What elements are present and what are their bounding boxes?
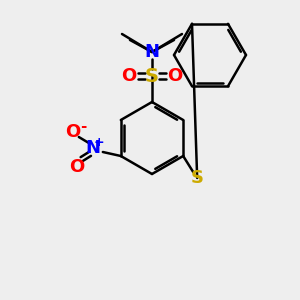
Text: O: O bbox=[69, 158, 84, 176]
Text: +: + bbox=[94, 136, 104, 148]
Text: S: S bbox=[145, 67, 159, 85]
Text: O: O bbox=[122, 67, 136, 85]
Text: -: - bbox=[80, 118, 86, 134]
Text: N: N bbox=[85, 139, 100, 157]
Text: S: S bbox=[191, 169, 204, 187]
Text: N: N bbox=[145, 43, 160, 61]
Text: O: O bbox=[167, 67, 183, 85]
Text: O: O bbox=[65, 123, 80, 141]
